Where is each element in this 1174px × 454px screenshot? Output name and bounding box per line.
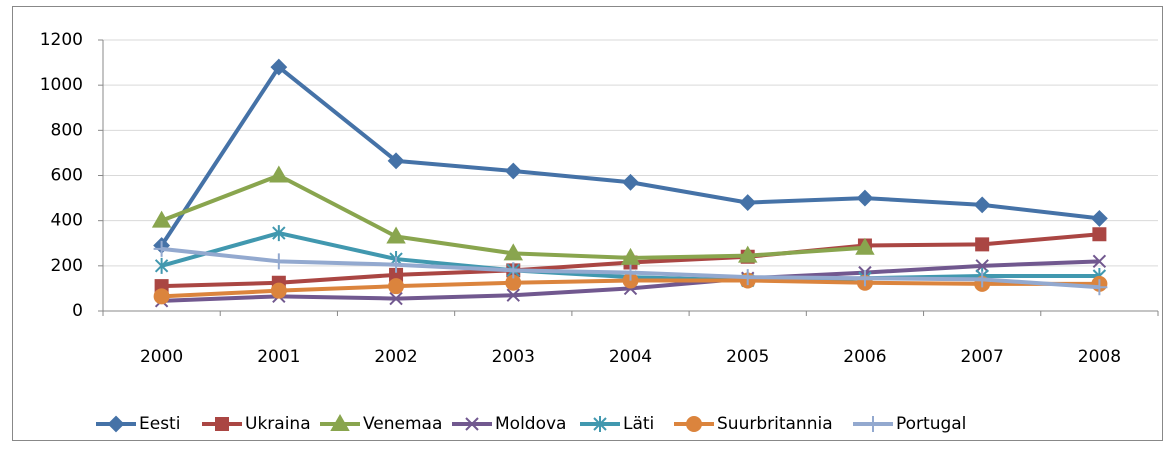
marker: [389, 291, 403, 306]
x-tick-label: 2005: [726, 347, 769, 367]
marker: [505, 262, 522, 279]
marker: [855, 237, 875, 255]
chart-frame: [12, 6, 1163, 441]
x-tick-label: 2004: [609, 347, 652, 367]
marker: [622, 173, 639, 191]
marker: [974, 271, 991, 288]
marker: [270, 282, 287, 299]
legend-label: Suurbritannia: [717, 414, 833, 434]
marker: [388, 278, 405, 295]
marker: [856, 189, 874, 207]
marker: [973, 196, 991, 214]
marker: [272, 225, 286, 242]
marker: [622, 264, 639, 281]
y-tick-label: 1200: [40, 30, 83, 50]
legend-label: Eesti: [139, 414, 180, 434]
marker: [270, 58, 288, 76]
marker: [1092, 227, 1107, 242]
marker: [856, 270, 873, 287]
marker: [388, 256, 405, 273]
marker: [151, 210, 172, 228]
marker: [739, 269, 756, 286]
y-tick-label: 1000: [40, 75, 83, 95]
legend-label: Moldova: [495, 414, 566, 434]
x-tick-label: 2002: [374, 347, 417, 367]
legend-marker: [215, 417, 229, 431]
marker: [270, 253, 287, 270]
marker: [386, 226, 406, 244]
legend-label: Venemaa: [363, 414, 442, 434]
marker: [739, 194, 757, 212]
marker: [620, 247, 641, 265]
x-tick-label: 2008: [1078, 347, 1121, 367]
legend-label: Ukraina: [245, 414, 311, 434]
legend-marker: [465, 417, 479, 431]
marker: [504, 162, 522, 180]
x-tick-label: 2006: [843, 347, 886, 367]
legend-marker: [330, 413, 350, 431]
legend-marker: [686, 416, 702, 432]
marker: [1092, 254, 1107, 269]
marker: [1090, 209, 1108, 227]
y-tick-label: 0: [72, 301, 83, 321]
marker: [1091, 279, 1108, 296]
marker: [975, 237, 990, 252]
marker: [269, 165, 289, 183]
marker: [503, 243, 524, 261]
y-tick-label: 600: [51, 166, 83, 186]
legend-marker: [593, 416, 607, 432]
x-tick-label: 2007: [961, 347, 1004, 367]
marker: [389, 267, 404, 282]
legend-marker: [107, 415, 125, 433]
y-tick-label: 800: [51, 120, 83, 140]
marker: [154, 257, 169, 274]
x-tick-label: 2000: [140, 347, 183, 367]
y-tick-label: 200: [51, 256, 83, 276]
marker: [737, 245, 758, 263]
legend-marker: [865, 416, 881, 432]
x-tick-label: 2001: [257, 347, 300, 367]
marker: [506, 288, 520, 302]
marker: [975, 259, 989, 273]
marker: [153, 288, 170, 305]
legend-label: Portugal: [896, 414, 966, 434]
legend-label: Läti: [623, 414, 654, 434]
marker: [387, 152, 405, 170]
x-tick-label: 2003: [492, 347, 535, 367]
y-tick-label: 400: [51, 211, 83, 231]
marker: [153, 240, 170, 257]
